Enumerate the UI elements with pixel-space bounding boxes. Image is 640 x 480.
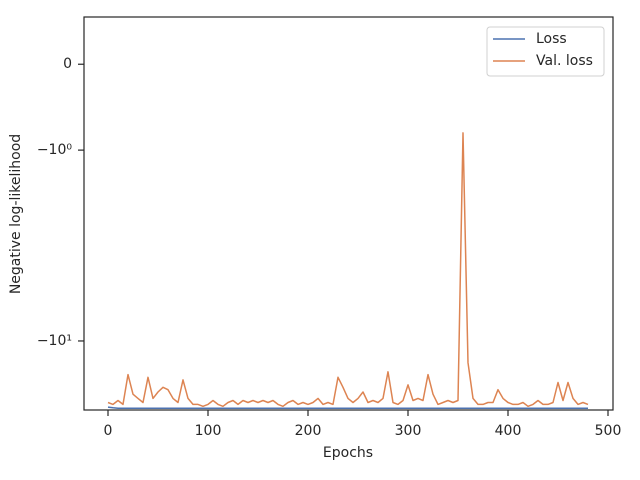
y-tick-label: 0: [63, 56, 72, 72]
plot-frame: [83, 16, 614, 411]
x-tick-label: 200: [295, 423, 322, 439]
y-axis-label: Negative log-likelihood: [8, 134, 24, 294]
line-series: [107, 406, 588, 409]
x-tick-label: 500: [595, 423, 622, 439]
x-tick-label: 400: [495, 423, 522, 439]
line-series: [107, 132, 589, 408]
legend-label: Val. loss: [536, 53, 593, 69]
y-tick-label: −10⁰: [37, 142, 73, 158]
x-tick-label: 100: [195, 423, 222, 439]
legend-label: Loss: [536, 31, 567, 47]
x-axis-label: Epochs: [323, 445, 373, 461]
x-tick-label: 0: [104, 423, 113, 439]
x-tick-label: 300: [395, 423, 422, 439]
y-tick-label: −10¹: [37, 333, 72, 349]
